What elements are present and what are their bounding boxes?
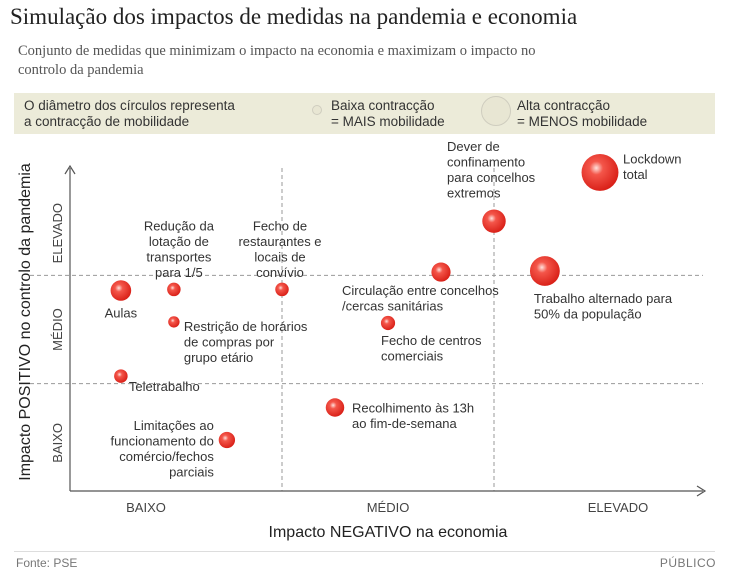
bubble-point [581, 153, 619, 191]
chart-subtitle: Conjunto de medidas que minimizam o impa… [18, 43, 536, 78]
legend-large-circle-icon [481, 96, 511, 126]
bubble-point [325, 398, 345, 417]
x-axis-title: Impacto NEGATIVO na economia [269, 524, 508, 541]
y-tick-label: MÉDIO [50, 308, 65, 351]
bubble-label: Circulação entre concelhos/cercas sanitá… [342, 283, 499, 314]
legend-large-label: Alta contracção = MENOS mobilidade [517, 98, 648, 129]
x-tick-label: ELEVADO [588, 500, 648, 515]
y-tick-label: ELEVADO [50, 203, 65, 263]
bubble-label: Limitações ao funcionamento do comércio/fe… [111, 418, 215, 480]
bubble-point [110, 280, 132, 301]
bubble-label: Teletrabalho [129, 379, 200, 394]
x-tick-label: MÉDIO [367, 500, 410, 515]
bubble-point [380, 315, 396, 331]
x-axis-arrow-icon [696, 485, 707, 497]
x-tick-label: BAIXO [126, 500, 166, 515]
legend-description: O diâmetro dos círculos representa a con… [24, 98, 235, 129]
bubble-label: Dever de confinamento para concelhos extrem… [447, 139, 536, 201]
bubble-label: Fecho de restaurantes e locais de convívio [238, 218, 321, 280]
bubble-label: Fecho de centros comerciais [381, 333, 482, 364]
chart-title: Simulação dos impactos de medidas na pan… [10, 4, 578, 29]
bubble-label: Recolhimento às 13h ao fim-de-semana [352, 401, 474, 432]
source-note: Fonte: PSE [16, 556, 78, 570]
bubble-point [114, 369, 128, 383]
legend-small-label: Baixa contracção = MAIS mobilidade [331, 98, 445, 129]
bubble-point [431, 262, 451, 282]
footer-divider [14, 551, 715, 552]
bubble-label: Lockdown total [623, 151, 682, 182]
bubble-point [168, 316, 180, 328]
bubble-point [482, 209, 506, 233]
bubble-point [167, 282, 181, 297]
bubble-label: Trabalho alternado para 50% da população [534, 291, 673, 322]
y-tick-label: BAIXO [50, 423, 65, 463]
bubble-point [275, 282, 289, 297]
legend-small-circle-icon [312, 105, 322, 115]
bubble-label: Redução da lotação de transportes para 1/5 [144, 218, 215, 280]
bubble-point [529, 256, 560, 286]
y-axis-arrow-icon [64, 164, 76, 175]
bubble-point [218, 431, 236, 449]
size-legend: O diâmetro dos círculos representa a con… [14, 93, 715, 134]
brand-logo: PÚBLICO [659, 556, 716, 570]
y-axis-title: Impacto POSITIVO no controlo da pandemia [17, 163, 34, 481]
bubble-label: Aulas [105, 306, 138, 321]
bubble-label: Restrição de horários de compras por grupo… [184, 319, 308, 365]
